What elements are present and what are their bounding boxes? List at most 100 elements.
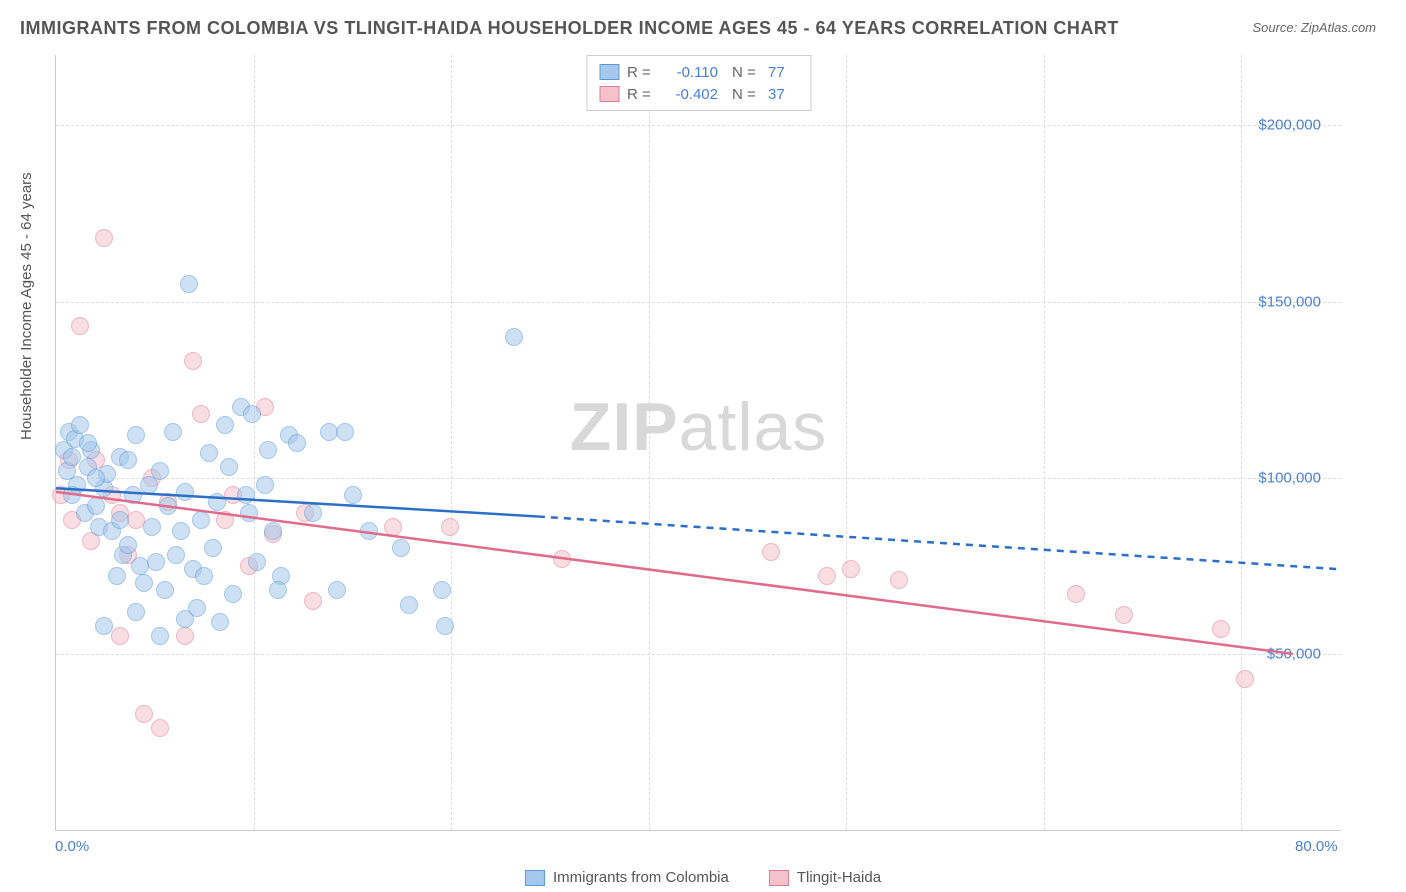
gridline-h <box>56 654 1341 655</box>
point-series2 <box>192 405 210 423</box>
swatch-series1 <box>525 870 545 886</box>
point-series1 <box>204 539 222 557</box>
point-series1 <box>151 627 169 645</box>
gridline-v <box>649 55 650 830</box>
point-series2 <box>71 317 89 335</box>
stats-row-1: R = -0.110 N = 77 <box>599 61 798 83</box>
point-series1 <box>200 444 218 462</box>
point-series2 <box>1236 670 1254 688</box>
point-series1 <box>392 539 410 557</box>
y-tick-label: $150,000 <box>1258 293 1321 310</box>
point-series1 <box>344 486 362 504</box>
point-series1 <box>87 497 105 515</box>
gridline-v <box>451 55 452 830</box>
point-series1 <box>304 504 322 522</box>
stats-legend: R = -0.110 N = 77 R = -0.402 N = 37 <box>586 55 811 111</box>
trend-lines <box>56 55 1341 830</box>
point-series1 <box>256 476 274 494</box>
gridline-v <box>1044 55 1045 830</box>
point-series1 <box>195 567 213 585</box>
point-series1 <box>135 574 153 592</box>
point-series1 <box>176 483 194 501</box>
source-label: Source: ZipAtlas.com <box>1252 20 1376 35</box>
stats-row-2: R = -0.402 N = 37 <box>599 83 798 105</box>
point-series1 <box>164 423 182 441</box>
point-series1 <box>180 275 198 293</box>
gridline-h <box>56 302 1341 303</box>
point-series2 <box>441 518 459 536</box>
gridline-h <box>56 125 1341 126</box>
gridline-v <box>254 55 255 830</box>
point-series1 <box>224 585 242 603</box>
point-series1 <box>124 486 142 504</box>
point-series1 <box>400 596 418 614</box>
series-legend: Immigrants from Colombia Tlingit-Haida <box>525 869 881 886</box>
x-tick-label: 80.0% <box>1295 838 1338 855</box>
point-series2 <box>818 567 836 585</box>
point-series1 <box>505 328 523 346</box>
point-series2 <box>304 592 322 610</box>
point-series1 <box>71 416 89 434</box>
point-series1 <box>95 617 113 635</box>
legend-item-1: Immigrants from Colombia <box>525 869 729 886</box>
point-series1 <box>243 405 261 423</box>
point-series1 <box>79 434 97 452</box>
point-series1 <box>87 469 105 487</box>
y-tick-label: $50,000 <box>1267 645 1321 662</box>
point-series2 <box>176 627 194 645</box>
point-series2 <box>216 511 234 529</box>
point-series1 <box>360 522 378 540</box>
x-tick-label: 0.0% <box>55 838 89 855</box>
swatch-series1 <box>599 64 619 80</box>
point-series1 <box>127 426 145 444</box>
point-series2 <box>384 518 402 536</box>
point-series1 <box>248 553 266 571</box>
point-series1 <box>119 451 137 469</box>
point-series1 <box>216 416 234 434</box>
point-series2 <box>184 352 202 370</box>
point-series2 <box>151 719 169 737</box>
point-series2 <box>553 550 571 568</box>
gridline-v <box>846 55 847 830</box>
point-series2 <box>111 627 129 645</box>
point-series1 <box>147 553 165 571</box>
point-series1 <box>259 441 277 459</box>
point-series1 <box>151 462 169 480</box>
point-series1 <box>211 613 229 631</box>
point-series1 <box>167 546 185 564</box>
watermark: ZIPatlas <box>570 388 827 466</box>
point-series1 <box>63 448 81 466</box>
point-series1 <box>111 511 129 529</box>
y-tick-label: $200,000 <box>1258 117 1321 134</box>
plot-area: ZIPatlas R = -0.110 N = 77 R = -0.402 N … <box>55 55 1341 831</box>
y-axis-label: Householder Income Ages 45 - 64 years <box>18 172 35 440</box>
point-series2 <box>762 543 780 561</box>
point-series1 <box>269 581 287 599</box>
point-series1 <box>192 511 210 529</box>
swatch-series2 <box>769 870 789 886</box>
point-series2 <box>1212 620 1230 638</box>
point-series1 <box>328 581 346 599</box>
y-tick-label: $100,000 <box>1258 469 1321 486</box>
point-series2 <box>95 229 113 247</box>
point-series1 <box>336 423 354 441</box>
gridline-v <box>1241 55 1242 830</box>
point-series1 <box>220 458 238 476</box>
point-series1 <box>63 486 81 504</box>
point-series1 <box>208 493 226 511</box>
point-series1 <box>156 581 174 599</box>
point-series2 <box>1067 585 1085 603</box>
point-series2 <box>135 705 153 723</box>
point-series1 <box>237 486 255 504</box>
gridline-h <box>56 478 1341 479</box>
point-series1 <box>172 522 190 540</box>
point-series1 <box>433 581 451 599</box>
point-series1 <box>159 497 177 515</box>
point-series1 <box>240 504 258 522</box>
point-series1 <box>108 567 126 585</box>
point-series1 <box>127 603 145 621</box>
point-series2 <box>1115 606 1133 624</box>
legend-item-2: Tlingit-Haida <box>769 869 881 886</box>
swatch-series2 <box>599 86 619 102</box>
point-series1 <box>176 610 194 628</box>
